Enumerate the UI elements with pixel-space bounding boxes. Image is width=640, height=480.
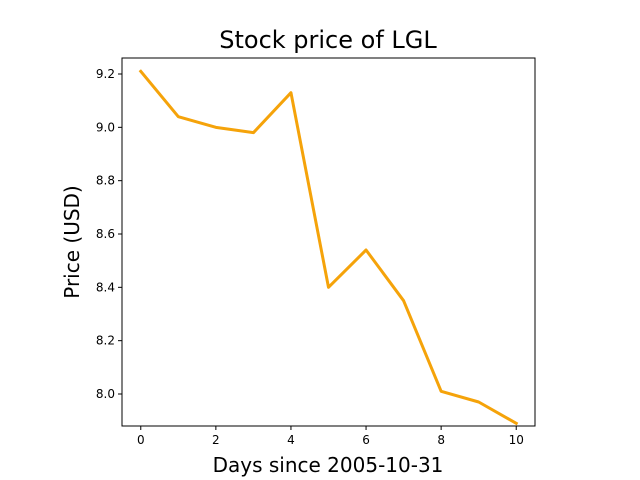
y-tick-label: 8.8 (96, 174, 115, 188)
price-point (440, 390, 443, 393)
price-point (177, 115, 180, 118)
x-tick-label: 8 (437, 433, 445, 447)
y-tick-label: 9.2 (96, 67, 115, 81)
price-point (289, 91, 292, 94)
y-axis-title: Price (USD) (60, 185, 84, 299)
y-tick-label: 8.0 (96, 387, 115, 401)
y-axis: 8.0 8.2 8.4 8.6 8.8 9.0 9.2 (96, 67, 122, 401)
x-axis: 0 2 4 6 8 10 (137, 426, 524, 447)
chart-title: Stock price of LGL (219, 26, 437, 54)
price-point (515, 422, 518, 425)
plot-frame (121, 57, 536, 427)
price-point (252, 131, 255, 134)
y-tick-label: 8.6 (96, 227, 115, 241)
price-point (477, 401, 480, 404)
x-axis-title: Days since 2005-10-31 (213, 453, 444, 477)
x-tick-label: 6 (362, 433, 370, 447)
x-tick-label: 0 (137, 433, 145, 447)
price-point (139, 70, 142, 73)
y-tick-label: 8.4 (96, 280, 115, 294)
price-point (402, 299, 405, 302)
plot-area: 0 2 4 6 8 10 8.0 8.2 8.4 8.6 8.8 9.0 9.2 (96, 57, 536, 447)
x-tick-label: 4 (287, 433, 295, 447)
price-line (138, 69, 519, 426)
price-point (214, 126, 217, 129)
x-tick-label: 2 (212, 433, 220, 447)
y-tick-label: 9.0 (96, 120, 115, 134)
price-point (327, 286, 330, 289)
price-point (365, 249, 368, 252)
x-tick-label: 10 (509, 433, 524, 447)
series-layer (138, 69, 519, 426)
y-tick-label: 8.2 (96, 334, 115, 348)
